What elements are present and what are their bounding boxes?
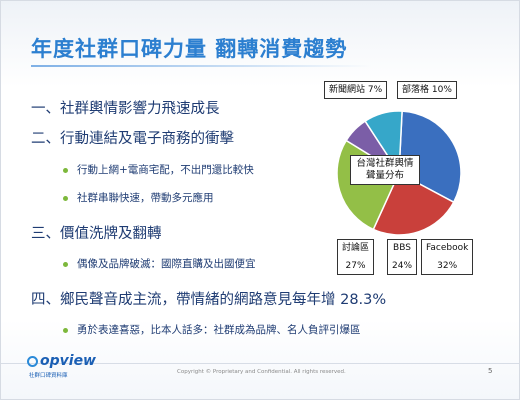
callout-forum-label: 討論區 — [342, 243, 370, 253]
title-underline — [31, 65, 371, 67]
pie-title-text: 台灣社群輿情聲量分布 — [356, 158, 414, 181]
bullet-2: 二、行動連結及電子商務的衝擊 — [31, 131, 234, 147]
bullet-3-sub-1: 偶像及品牌破滅：國際直購及出國便宜 — [77, 258, 256, 270]
bullet-2-sub-1: 行動上網+電商宅配，不出門還比較快 — [77, 164, 254, 176]
callout-blog-value: 10% — [431, 85, 452, 95]
callout-blog: 部落格 10% — [397, 81, 457, 99]
callout-facebook-value: 32% — [437, 261, 458, 271]
callout-bbs: BBS 24% — [387, 239, 418, 275]
logo-subtitle: 社群口碑資料庫 — [29, 373, 68, 379]
page-number: 5 — [488, 367, 493, 375]
callout-bbs-value: 24% — [392, 261, 413, 271]
callout-forum-value: 27% — [345, 261, 366, 271]
bullet-3: 三、價值洗牌及翻轉 — [31, 226, 162, 242]
bullet-4: 四、鄉民聲音成主流，帶情緒的網路意見每年增 28.3% — [31, 292, 387, 308]
footer-divider — [1, 363, 519, 364]
callout-facebook-label: Facebook — [426, 243, 469, 253]
sub-bullet-dot — [63, 196, 68, 201]
callout-forum: 討論區 27% — [337, 239, 375, 275]
pie-title: 台灣社群輿情聲量分布 — [350, 155, 420, 185]
opview-logo: opview 社群口碑資料庫 — [27, 353, 107, 387]
bullet-2-sub-2: 社群串聯快速，帶動多元應用 — [77, 192, 214, 204]
callout-bbs-label: BBS — [393, 243, 411, 253]
logo-wordmark: opview — [40, 353, 96, 369]
sub-bullet-dot — [63, 168, 68, 173]
callout-news: 新聞網站 7% — [324, 81, 388, 99]
callout-news-value: 7% — [367, 85, 383, 95]
bullet-1: 一、社群輿情影響力飛速成長 — [31, 101, 220, 117]
pie-slice-bbs — [372, 171, 455, 236]
copyright-text: Copyright © Proprietary and Confidential… — [177, 369, 346, 375]
callout-blog-label: 部落格 — [402, 85, 430, 95]
callout-news-label: 新聞網站 — [329, 85, 366, 95]
bullet-4-sub-1: 勇於表達喜惡，比本人話多：社群成為品牌、名人負評引爆區 — [77, 324, 361, 336]
logo-ring-icon — [27, 356, 38, 367]
sub-bullet-dot — [63, 262, 68, 267]
title-band — [1, 1, 519, 87]
sub-bullet-dot — [63, 328, 68, 333]
slide-title: 年度社群口碑力量 翻轉消費趨勢 — [31, 37, 348, 61]
callout-facebook: Facebook 32% — [421, 239, 474, 275]
